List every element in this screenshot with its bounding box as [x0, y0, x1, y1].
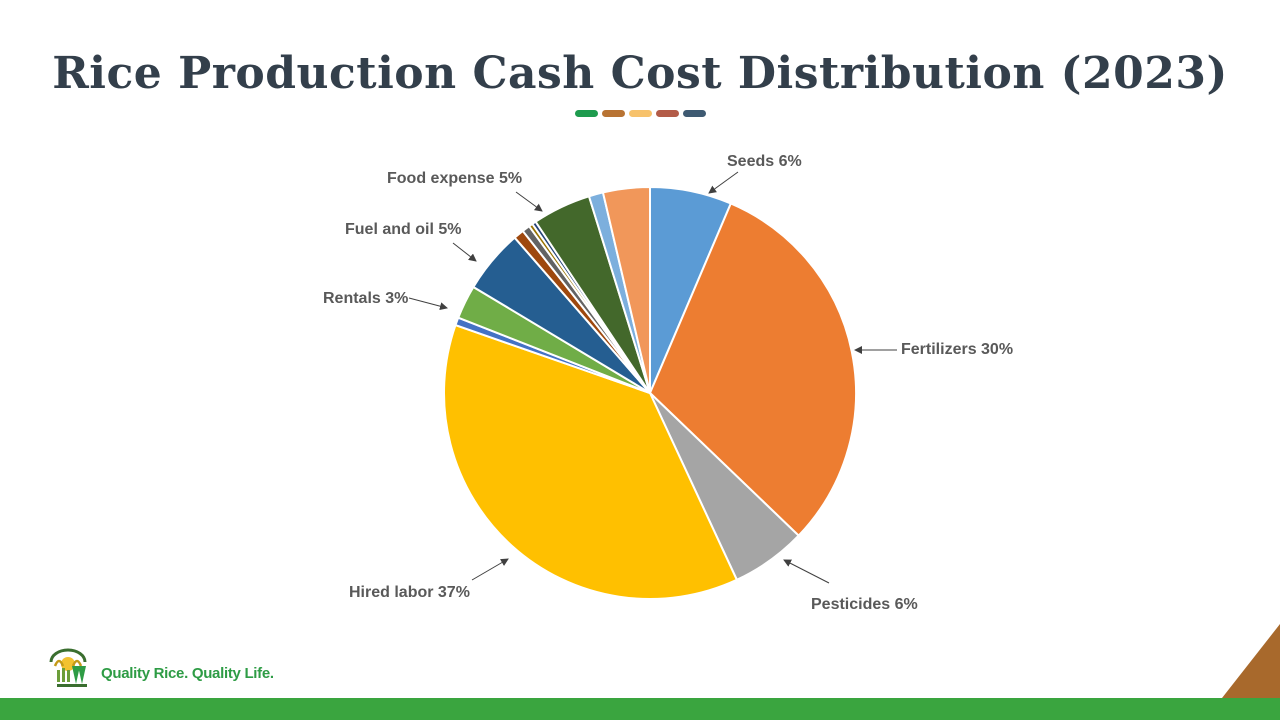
data-label-seeds: Seeds 6%	[727, 153, 802, 170]
accent-dot	[629, 110, 652, 117]
accent-dot	[602, 110, 625, 117]
leader-line-seeds	[708, 171, 739, 194]
leader-line-food-expense	[515, 191, 543, 212]
page-title: Rice Production Cash Cost Distribution (…	[52, 48, 1228, 99]
data-label-rentals: Rentals 3%	[323, 290, 408, 307]
pie-slice-fertilizers	[648, 202, 857, 538]
accent-dot	[656, 110, 679, 117]
data-label-hired-labor: Hired labor 37%	[349, 584, 470, 601]
leader-line-rentals	[408, 297, 448, 311]
corner-accent	[1222, 624, 1280, 698]
title-accent-dots	[575, 110, 710, 118]
pie-slice-other-13	[601, 185, 651, 394]
rice-logo-icon	[45, 648, 91, 692]
data-label-fertilizers: Fertilizers 30%	[901, 341, 1013, 358]
tagline: Quality Rice. Quality Life.	[101, 665, 274, 682]
data-label-food-expense: Food expense 5%	[387, 170, 522, 187]
data-label-fuel-and-oil: Fuel and oil 5%	[345, 221, 461, 238]
data-label-pesticides: Pesticides 6%	[811, 596, 918, 613]
accent-dot	[683, 110, 706, 117]
leader-line-fuel-and-oil	[452, 242, 477, 262]
accent-dot	[575, 110, 598, 117]
footer-bar	[0, 698, 1280, 720]
leader-line-hired-labor	[471, 558, 509, 581]
pie-slice-hired-labor	[443, 323, 739, 600]
leader-line-pesticides	[783, 559, 830, 584]
